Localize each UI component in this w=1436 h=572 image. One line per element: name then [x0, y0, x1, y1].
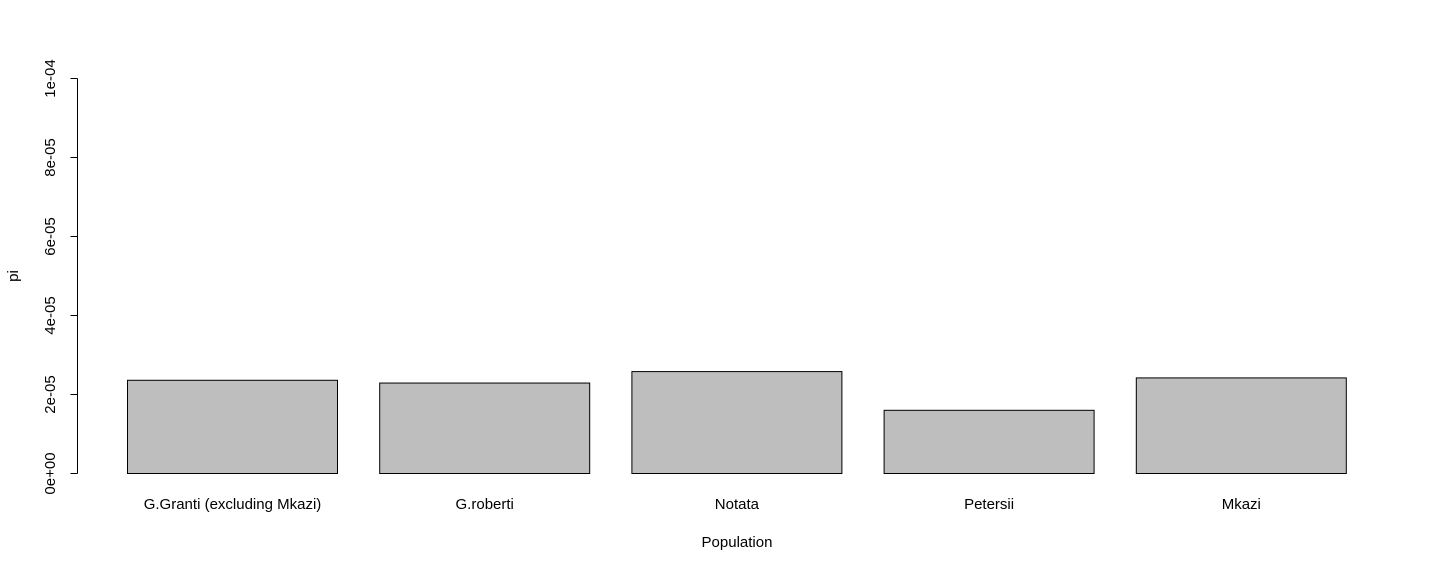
bar	[127, 379, 338, 474]
x-tick-label: G.Granti (excluding Mkazi)	[144, 496, 322, 513]
bar	[631, 371, 843, 474]
x-tick-label: Mkazi	[1222, 496, 1261, 513]
x-tick-label: Notata	[715, 496, 760, 513]
y-tick-label: 8e-05	[42, 138, 59, 176]
x-axis-title: Population	[702, 534, 773, 551]
y-axis: 0e+00 2e-05 4e-05 6e-05 8e-05 1e-04	[42, 59, 78, 495]
y-tick-label: 4e-05	[42, 296, 59, 334]
x-tick-labels: G.Granti (excluding Mkazi) G.roberti Notat…	[144, 496, 1261, 513]
y-tick-label: 1e-04	[42, 59, 59, 97]
bars	[127, 371, 1347, 475]
y-tick-label: 2e-05	[42, 375, 59, 413]
bar	[1135, 377, 1347, 474]
x-tick-label: G.roberti	[456, 496, 514, 513]
x-tick-label: Petersii	[964, 496, 1014, 513]
y-tick-label: 0e+00	[42, 452, 59, 494]
y-tick-label: 6e-05	[42, 217, 59, 255]
bar	[883, 409, 1095, 474]
bar	[379, 382, 591, 475]
y-axis-title: pi	[5, 270, 22, 282]
